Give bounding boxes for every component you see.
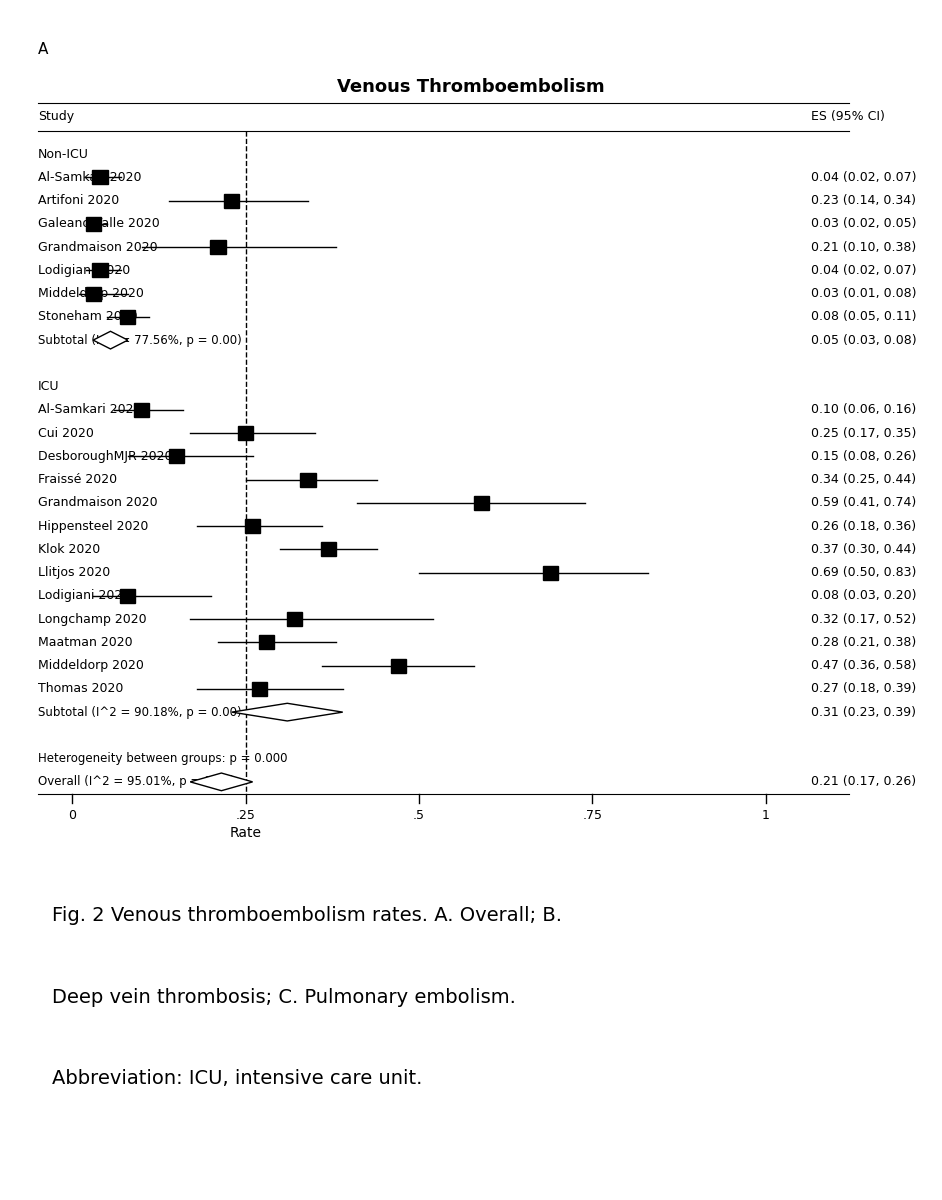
Bar xyxy=(391,659,406,672)
Text: 0.08 (0.03, 0.20): 0.08 (0.03, 0.20) xyxy=(811,589,917,602)
Text: Abbreviation: ICU, intensive care unit.: Abbreviation: ICU, intensive care unit. xyxy=(52,1069,422,1088)
Text: 0.47 (0.36, 0.58): 0.47 (0.36, 0.58) xyxy=(811,659,917,672)
Text: Middeldorp 2020: Middeldorp 2020 xyxy=(38,287,143,300)
Text: ES (95% CI): ES (95% CI) xyxy=(811,110,885,124)
Text: Fraissé 2020: Fraissé 2020 xyxy=(38,473,117,486)
Bar xyxy=(224,193,239,208)
Text: Venous Thromboembolism: Venous Thromboembolism xyxy=(337,78,605,96)
Text: 0.59 (0.41, 0.74): 0.59 (0.41, 0.74) xyxy=(811,497,916,509)
Text: 0.37 (0.30, 0.44): 0.37 (0.30, 0.44) xyxy=(811,542,916,556)
Text: Klok 2020: Klok 2020 xyxy=(38,542,100,556)
Text: Lodigiani 2020: Lodigiani 2020 xyxy=(38,589,130,602)
Bar xyxy=(252,682,268,696)
Text: 0.23 (0.14, 0.34): 0.23 (0.14, 0.34) xyxy=(811,194,916,208)
Text: ICU: ICU xyxy=(38,380,59,394)
Text: Lodigiani 2020: Lodigiani 2020 xyxy=(38,264,130,277)
Text: Longchamp 2020: Longchamp 2020 xyxy=(38,613,146,625)
Text: 0.04 (0.02, 0.07): 0.04 (0.02, 0.07) xyxy=(811,264,917,277)
Bar xyxy=(259,636,274,649)
Text: 0.08 (0.05, 0.11): 0.08 (0.05, 0.11) xyxy=(811,311,917,323)
Bar xyxy=(245,520,260,533)
Text: A: A xyxy=(38,42,48,56)
Text: Middeldorp 2020: Middeldorp 2020 xyxy=(38,659,143,672)
Text: Galeano-Valle 2020: Galeano-Valle 2020 xyxy=(38,217,159,230)
Text: DesboroughMJR 2020: DesboroughMJR 2020 xyxy=(38,450,172,463)
Bar xyxy=(321,542,336,557)
Text: 0.21 (0.10, 0.38): 0.21 (0.10, 0.38) xyxy=(811,241,916,253)
Bar xyxy=(92,263,107,277)
Bar xyxy=(238,426,253,440)
Bar xyxy=(86,287,101,300)
Bar xyxy=(544,565,559,580)
Text: 0.05 (0.03, 0.08): 0.05 (0.03, 0.08) xyxy=(811,334,917,347)
Text: Cui 2020: Cui 2020 xyxy=(38,427,93,439)
Text: Al-Samkari 2020: Al-Samkari 2020 xyxy=(38,170,141,184)
Polygon shape xyxy=(93,331,128,349)
Text: .5: .5 xyxy=(413,809,425,822)
Text: 0.10 (0.06, 0.16): 0.10 (0.06, 0.16) xyxy=(811,403,916,416)
Text: Maatman 2020: Maatman 2020 xyxy=(38,636,132,649)
Text: Thomas 2020: Thomas 2020 xyxy=(38,683,123,695)
Text: Stoneham 2020: Stoneham 2020 xyxy=(38,311,138,323)
Text: 1: 1 xyxy=(762,809,770,822)
Text: Heterogeneity between groups: p = 0.000: Heterogeneity between groups: p = 0.000 xyxy=(38,752,287,766)
Bar xyxy=(86,217,101,230)
Text: Llitjos 2020: Llitjos 2020 xyxy=(38,566,110,580)
Text: Subtotal (I^2 = 90.18%, p = 0.00): Subtotal (I^2 = 90.18%, p = 0.00) xyxy=(38,706,241,719)
Text: 0.28 (0.21, 0.38): 0.28 (0.21, 0.38) xyxy=(811,636,916,649)
Text: Grandmaison 2020: Grandmaison 2020 xyxy=(38,497,157,509)
Text: Fig. 2 Venous thromboembolism rates. A. Overall; B.: Fig. 2 Venous thromboembolism rates. A. … xyxy=(52,906,561,925)
Text: 0.32 (0.17, 0.52): 0.32 (0.17, 0.52) xyxy=(811,613,916,625)
Bar xyxy=(300,473,316,487)
Text: Hippensteel 2020: Hippensteel 2020 xyxy=(38,520,148,533)
Text: Subtotal (I^2 = 77.56%, p = 0.00): Subtotal (I^2 = 77.56%, p = 0.00) xyxy=(38,334,241,347)
Text: Al-Samkari 2020: Al-Samkari 2020 xyxy=(38,403,141,416)
Text: .75: .75 xyxy=(582,809,602,822)
Text: 0.34 (0.25, 0.44): 0.34 (0.25, 0.44) xyxy=(811,473,916,486)
Text: Grandmaison 2020: Grandmaison 2020 xyxy=(38,241,157,253)
Text: Study: Study xyxy=(38,110,73,124)
Text: 0.03 (0.02, 0.05): 0.03 (0.02, 0.05) xyxy=(811,217,917,230)
Text: 0.21 (0.17, 0.26): 0.21 (0.17, 0.26) xyxy=(811,775,916,788)
Text: 0.25 (0.17, 0.35): 0.25 (0.17, 0.35) xyxy=(811,427,917,439)
Text: 0.31 (0.23, 0.39): 0.31 (0.23, 0.39) xyxy=(811,706,916,719)
Text: 0.26 (0.18, 0.36): 0.26 (0.18, 0.36) xyxy=(811,520,916,533)
Text: 0.27 (0.18, 0.39): 0.27 (0.18, 0.39) xyxy=(811,683,916,695)
Polygon shape xyxy=(190,773,252,791)
Bar xyxy=(169,449,184,463)
Bar xyxy=(121,589,136,602)
Bar xyxy=(121,310,136,324)
Text: 0.03 (0.01, 0.08): 0.03 (0.01, 0.08) xyxy=(811,287,917,300)
Text: Rate: Rate xyxy=(230,826,262,840)
Bar xyxy=(286,612,301,626)
Text: 0.15 (0.08, 0.26): 0.15 (0.08, 0.26) xyxy=(811,450,917,463)
Bar xyxy=(210,240,225,254)
Bar xyxy=(92,170,107,185)
Text: 0: 0 xyxy=(69,809,76,822)
Text: Deep vein thrombosis; C. Pulmonary embolism.: Deep vein thrombosis; C. Pulmonary embol… xyxy=(52,988,515,1007)
Text: 0.04 (0.02, 0.07): 0.04 (0.02, 0.07) xyxy=(811,170,917,184)
Bar xyxy=(474,496,489,510)
Text: Non-ICU: Non-ICU xyxy=(38,148,89,161)
Text: 0.69 (0.50, 0.83): 0.69 (0.50, 0.83) xyxy=(811,566,917,580)
Text: Overall (I^2 = 95.01%, p = 0.00);: Overall (I^2 = 95.01%, p = 0.00); xyxy=(38,775,238,788)
Bar xyxy=(134,403,149,416)
Text: .25: .25 xyxy=(236,809,255,822)
Text: Artifoni 2020: Artifoni 2020 xyxy=(38,194,119,208)
Polygon shape xyxy=(232,703,343,721)
